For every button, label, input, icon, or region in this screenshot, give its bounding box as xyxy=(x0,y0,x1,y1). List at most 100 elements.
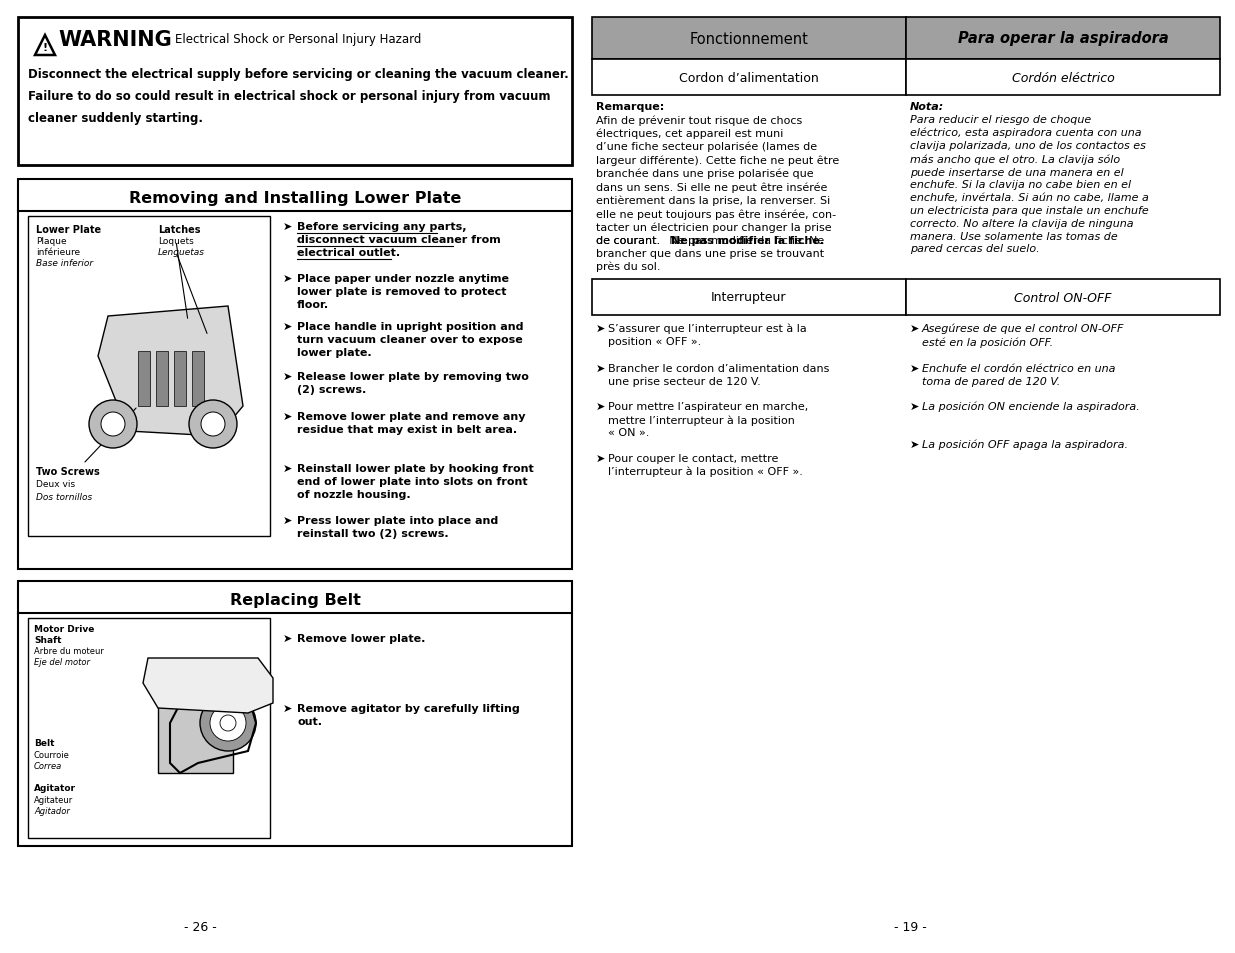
Text: Removing and Installing Lower Plate: Removing and Installing Lower Plate xyxy=(128,191,461,205)
Text: Before servicing any parts,: Before servicing any parts, xyxy=(296,222,467,232)
Text: Control ON-OFF: Control ON-OFF xyxy=(1014,292,1112,304)
Bar xyxy=(592,18,906,60)
Bar xyxy=(592,280,906,315)
Text: inférieure: inférieure xyxy=(36,248,80,256)
Text: Interrupteur: Interrupteur xyxy=(711,292,787,304)
Bar xyxy=(906,60,1220,96)
Text: La posición OFF apaga la aspiradora.: La posición OFF apaga la aspiradora. xyxy=(923,439,1128,450)
Bar xyxy=(138,352,149,407)
Circle shape xyxy=(101,413,125,436)
Text: Latches: Latches xyxy=(158,225,200,234)
Text: Courroie: Courroie xyxy=(35,750,70,760)
Text: Cordón eléctrico: Cordón eléctrico xyxy=(1011,71,1114,85)
Text: ➤: ➤ xyxy=(283,372,293,381)
Text: esté en la posición OFF.: esté en la posición OFF. xyxy=(923,336,1053,347)
Circle shape xyxy=(189,400,237,449)
Text: Replacing Belt: Replacing Belt xyxy=(230,592,361,607)
Text: Before servicing any parts,: Before servicing any parts, xyxy=(296,222,467,232)
Text: Asegúrese de que el control ON-OFF: Asegúrese de que el control ON-OFF xyxy=(923,324,1124,335)
Text: Remarque:: Remarque: xyxy=(597,102,664,112)
Text: Place handle in upright position and: Place handle in upright position and xyxy=(296,322,524,332)
Text: lower plate is removed to protect: lower plate is removed to protect xyxy=(296,287,506,296)
Text: - 26 -: - 26 - xyxy=(184,920,216,933)
Text: ➤: ➤ xyxy=(910,401,919,412)
Text: Electrical Shock or Personal Injury Hazard: Electrical Shock or Personal Injury Haza… xyxy=(175,33,421,47)
Text: WARNING: WARNING xyxy=(58,30,172,50)
Text: !: ! xyxy=(42,43,48,53)
Text: Nota:: Nota: xyxy=(910,102,945,112)
Text: Remove agitator by carefully lifting: Remove agitator by carefully lifting xyxy=(296,703,520,713)
Text: Ne pas modifier la fiche.: Ne pas modifier la fiche. xyxy=(671,236,824,246)
Polygon shape xyxy=(98,307,243,436)
Text: position « OFF ».: position « OFF ». xyxy=(608,336,701,347)
Text: Two Screws: Two Screws xyxy=(36,467,100,476)
Text: (2) screws.: (2) screws. xyxy=(296,385,367,395)
Text: Shaft: Shaft xyxy=(35,636,62,644)
Text: end of lower plate into slots on front: end of lower plate into slots on front xyxy=(296,476,527,486)
Bar xyxy=(19,581,572,846)
Text: toma de pared de 120 V.: toma de pared de 120 V. xyxy=(923,376,1061,387)
Text: residue that may exist in belt area.: residue that may exist in belt area. xyxy=(296,424,517,435)
Text: reinstall two (2) screws.: reinstall two (2) screws. xyxy=(296,529,448,538)
Text: out.: out. xyxy=(296,717,322,726)
Bar xyxy=(158,693,233,773)
Text: Agitator: Agitator xyxy=(35,783,77,792)
Text: disconnect vacuum cleaner from: disconnect vacuum cleaner from xyxy=(296,234,500,245)
Bar xyxy=(191,352,204,407)
Text: electrical outlet.: electrical outlet. xyxy=(296,248,400,257)
Text: Fonctionnement: Fonctionnement xyxy=(689,31,809,47)
Text: ➤: ➤ xyxy=(910,324,919,334)
Bar xyxy=(906,280,1220,315)
Text: ➤: ➤ xyxy=(910,364,919,374)
Text: l’interrupteur à la position « OFF ».: l’interrupteur à la position « OFF ». xyxy=(608,467,803,477)
Text: ➤: ➤ xyxy=(597,454,605,463)
Circle shape xyxy=(210,705,246,741)
Bar xyxy=(174,352,186,407)
Bar xyxy=(19,18,572,166)
Text: Para operar la aspiradora: Para operar la aspiradora xyxy=(957,31,1168,47)
Text: ➤: ➤ xyxy=(283,703,293,713)
Text: Deux vis: Deux vis xyxy=(36,479,75,489)
Polygon shape xyxy=(143,659,273,713)
Text: Remove lower plate and remove any: Remove lower plate and remove any xyxy=(296,412,526,421)
Text: - 19 -: - 19 - xyxy=(894,920,926,933)
Bar xyxy=(28,618,270,838)
Text: ➤: ➤ xyxy=(597,324,605,334)
Text: Enchufe el cordón eléctrico en una: Enchufe el cordón eléctrico en una xyxy=(923,364,1115,374)
Text: Remove lower plate.: Remove lower plate. xyxy=(296,634,425,643)
Bar xyxy=(156,352,168,407)
Polygon shape xyxy=(35,36,56,56)
Text: mettre l’interrupteur à la position: mettre l’interrupteur à la position xyxy=(608,415,795,425)
Text: Belt: Belt xyxy=(35,739,54,747)
Text: electrical outlet.: electrical outlet. xyxy=(296,248,400,257)
Text: Lenguetas: Lenguetas xyxy=(158,248,205,256)
Circle shape xyxy=(200,696,256,751)
Text: Afin de prévenir tout risque de chocs
électriques, cet appareil est muni
d’une f: Afin de prévenir tout risque de chocs él… xyxy=(597,115,840,273)
Bar xyxy=(28,216,270,537)
Text: Pour mettre l’aspirateur en marche,: Pour mettre l’aspirateur en marche, xyxy=(608,401,808,412)
Text: Release lower plate by removing two: Release lower plate by removing two xyxy=(296,372,529,381)
Text: Lower Plate: Lower Plate xyxy=(36,225,101,234)
Text: lower plate.: lower plate. xyxy=(296,348,372,357)
Bar xyxy=(19,180,572,569)
Text: ➤: ➤ xyxy=(283,463,293,474)
Text: Reinstall lower plate by hooking front: Reinstall lower plate by hooking front xyxy=(296,463,534,474)
Text: ➤: ➤ xyxy=(910,439,919,450)
Text: Agitador: Agitador xyxy=(35,806,70,815)
Text: ➤: ➤ xyxy=(597,401,605,412)
Text: Arbre du moteur: Arbre du moteur xyxy=(35,646,104,656)
Text: Dos tornillos: Dos tornillos xyxy=(36,493,93,501)
Text: Disconnect the electrical supply before servicing or cleaning the vacuum cleaner: Disconnect the electrical supply before … xyxy=(28,68,569,81)
Text: Eje del motor: Eje del motor xyxy=(35,658,90,666)
Text: Place paper under nozzle anytime: Place paper under nozzle anytime xyxy=(296,274,509,284)
Text: Brancher le cordon d’alimentation dans: Brancher le cordon d’alimentation dans xyxy=(608,364,830,374)
Bar xyxy=(173,663,193,699)
Text: of nozzle housing.: of nozzle housing. xyxy=(296,490,410,499)
Text: Correa: Correa xyxy=(35,761,62,770)
Text: ➤: ➤ xyxy=(283,516,293,525)
Text: S’assurer que l’interrupteur est à la: S’assurer que l’interrupteur est à la xyxy=(608,324,806,335)
Text: Loquets: Loquets xyxy=(158,236,194,246)
Text: de courant.: de courant. xyxy=(597,236,669,246)
Text: floor.: floor. xyxy=(296,299,329,310)
Circle shape xyxy=(220,716,236,731)
